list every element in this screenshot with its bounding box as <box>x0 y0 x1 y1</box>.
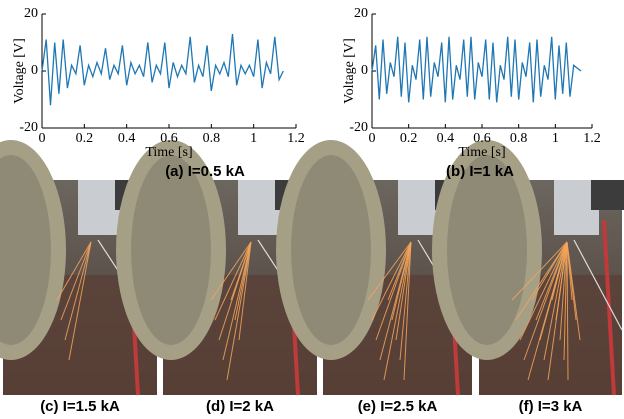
spark <box>222 241 252 361</box>
x-tick-label: 0 <box>39 131 46 146</box>
wheel-rim <box>291 155 371 345</box>
spark <box>515 241 568 321</box>
chart-caption: (b) I=1 kA <box>446 163 514 180</box>
x-tick-label: 1 <box>552 131 559 146</box>
photo-caption: (c) I=1.5 kA <box>40 398 120 415</box>
x-tick-label: 0.4 <box>437 131 455 146</box>
spark <box>375 241 412 341</box>
signal-line <box>41 33 284 106</box>
y-tick-label: -20 <box>19 120 38 135</box>
x-axis-label: Time [s] <box>458 145 505 160</box>
x-tick-label: 1.2 <box>583 131 601 146</box>
spark <box>519 241 568 341</box>
x-tick-label: 1.2 <box>287 131 305 146</box>
spark <box>559 241 568 341</box>
spark <box>68 241 92 361</box>
x-tick-label: 1 <box>250 131 257 146</box>
wheel-rim <box>447 155 527 345</box>
spark <box>535 241 568 321</box>
y-tick-label: 0 <box>31 63 38 78</box>
x-tick-label: 0.6 <box>160 131 178 146</box>
spark <box>551 241 568 301</box>
spark <box>391 241 412 321</box>
spark <box>399 241 412 361</box>
spark <box>230 241 252 301</box>
spark <box>371 241 412 321</box>
photo-caption: (e) I=2.5 kA <box>358 398 438 415</box>
spark <box>226 241 252 381</box>
spark <box>383 241 412 381</box>
signal-line <box>371 36 582 103</box>
spark <box>403 241 412 381</box>
spark <box>234 241 252 321</box>
y-axis-label: Voltage [V] <box>342 38 357 103</box>
spark <box>60 241 92 321</box>
photo-caption: (f) I=3 kA <box>519 398 583 415</box>
y-axis-label: Voltage [V] <box>12 38 27 103</box>
spark <box>395 241 412 341</box>
chart-caption: (a) I=0.5 kA <box>165 163 245 180</box>
x-tick-label: 0.4 <box>118 131 136 146</box>
spark <box>531 241 568 301</box>
y-tick-label: 20 <box>24 6 38 21</box>
x-tick-label: 0.6 <box>473 131 491 146</box>
y-tick-label: 0 <box>361 63 368 78</box>
spark <box>563 241 568 361</box>
x-tick-label: 0.8 <box>203 131 221 146</box>
x-tick-label: 0 <box>369 131 376 146</box>
spark <box>214 241 252 321</box>
spark <box>555 241 568 321</box>
spark <box>387 241 412 301</box>
spark <box>210 241 252 301</box>
wheel-rim <box>131 155 211 345</box>
spark <box>238 241 252 341</box>
spark <box>367 241 412 301</box>
spark <box>511 241 568 301</box>
wheel-rim <box>0 155 51 345</box>
x-tick-label: 0.2 <box>400 131 418 146</box>
spark <box>566 241 581 341</box>
x-tick-label: 0.8 <box>510 131 528 146</box>
photos <box>0 140 624 396</box>
device-top <box>591 180 624 210</box>
y-tick-label: -20 <box>349 120 368 135</box>
spark <box>523 241 568 361</box>
spark <box>64 241 92 341</box>
spark <box>543 241 568 361</box>
y-tick-label: 20 <box>354 6 368 21</box>
rod <box>602 219 616 396</box>
photo-caption: (d) I=2 kA <box>206 398 274 415</box>
wire <box>573 239 623 331</box>
x-tick-label: 0.2 <box>76 131 94 146</box>
spark <box>566 241 569 381</box>
spark <box>56 241 92 301</box>
x-axis-label: Time [s] <box>145 145 192 160</box>
